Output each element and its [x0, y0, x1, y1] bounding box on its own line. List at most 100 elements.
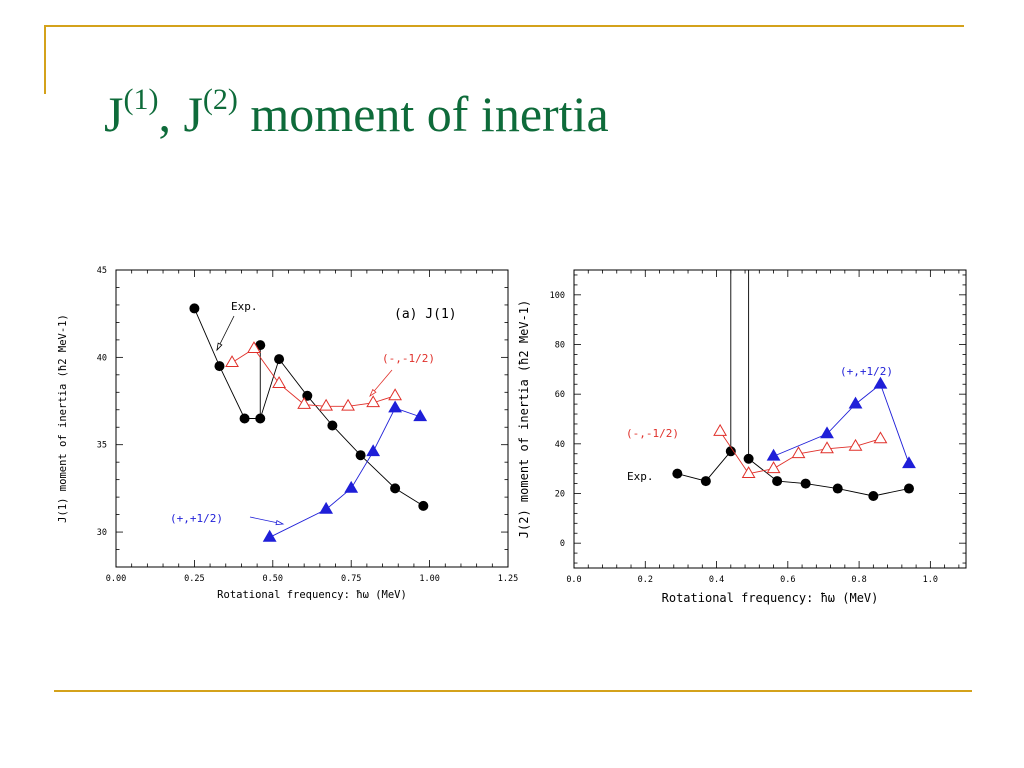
title-j2-superscript: (2): [202, 83, 238, 116]
data-point: [820, 441, 834, 454]
x-tick-label: 0.25: [184, 574, 204, 584]
title-rest: moment of inertia: [237, 86, 609, 142]
series-line: [773, 383, 910, 464]
x-tick-label: 0.8: [851, 575, 866, 585]
data-point: [327, 420, 338, 431]
series-line: [231, 348, 396, 407]
data-point: [848, 396, 863, 409]
annotation-arrow: [249, 516, 284, 525]
left-rule: [44, 25, 46, 94]
annotation-label: (-,-1/2): [382, 352, 435, 365]
annotation-label: Exp.: [231, 300, 258, 313]
data-point: [820, 426, 834, 439]
title-j1: J: [104, 86, 124, 142]
data-point: [700, 476, 711, 487]
series-2-group: [262, 400, 428, 542]
chart-title: (a) J(1): [394, 307, 457, 322]
x-tick-label: 0.0: [566, 575, 581, 585]
y-tick-label: 0: [560, 539, 565, 549]
top-rule: [44, 25, 964, 27]
data-point: [366, 395, 381, 408]
data-point: [713, 423, 728, 436]
data-point: [832, 483, 843, 494]
data-point: [355, 450, 366, 461]
series-line: [719, 431, 881, 475]
data-point: [225, 355, 239, 367]
annotation-arrow: [369, 369, 393, 397]
data-point: [903, 483, 914, 494]
slide-title: J(1), J(2) moment of inertia: [104, 83, 609, 152]
data-point: [247, 341, 261, 354]
y-tick-label: 40: [97, 353, 107, 363]
data-point: [214, 361, 225, 372]
x-tick-label: 0.6: [780, 575, 795, 585]
series-2-group: [766, 376, 916, 469]
y-axis-label: J(2) moment of inertia (ħ2 MeV-1): [517, 300, 531, 538]
annotation-arrowhead: [369, 388, 377, 398]
data-point: [873, 431, 888, 444]
data-point: [274, 354, 285, 365]
x-tick-label: 1.0: [923, 575, 938, 585]
x-axis-label: Rotational frequency: ħω (MeV): [662, 591, 879, 605]
title-j2: , J: [158, 86, 203, 142]
data-point: [344, 480, 359, 493]
annotation-label: (+,+1/2): [170, 512, 223, 525]
series-0-group: [672, 269, 914, 501]
series-line: [269, 407, 421, 538]
data-point: [388, 388, 403, 401]
x-tick-label: 0.75: [341, 574, 361, 584]
data-point: [868, 490, 879, 501]
x-tick-label: 1.25: [498, 574, 518, 584]
y-tick-label: 45: [97, 266, 107, 276]
y-tick-label: 30: [97, 528, 107, 538]
plot-frame: [115, 269, 509, 568]
y-tick-label: 40: [555, 440, 565, 450]
data-point: [848, 438, 863, 451]
data-point: [772, 476, 783, 487]
y-tick-label: 35: [97, 441, 107, 451]
data-point: [239, 413, 250, 424]
data-point: [189, 303, 200, 314]
data-point: [262, 529, 277, 542]
title-j1-superscript: (1): [123, 83, 159, 116]
annotation-arrowhead: [216, 342, 223, 352]
data-point: [388, 400, 403, 413]
data-point: [791, 446, 806, 459]
y-tick-label: 80: [555, 341, 565, 351]
x-axis-label: Rotational frequency: ħω (MeV): [217, 589, 407, 601]
annotation-label: (-,-1/2): [626, 427, 679, 440]
data-point: [902, 456, 916, 469]
series-0-group: [189, 303, 429, 511]
data-point: [800, 478, 811, 489]
data-point: [873, 376, 888, 389]
series-1-group: [225, 341, 403, 411]
data-point: [418, 500, 429, 511]
series-line: [193, 308, 424, 507]
annotation-arrowhead: [275, 519, 285, 526]
chart-1-group: 0.00 0.25 0.50 0.75 1.00 1.25 30 35 40 45 Rotation…: [57, 266, 518, 601]
annotation-label: Exp.: [627, 470, 654, 483]
data-point: [741, 466, 756, 479]
annotation-arrow: [216, 315, 235, 351]
data-point: [255, 413, 266, 424]
data-point: [319, 398, 334, 411]
y-tick-label: 100: [550, 291, 565, 301]
data-point: [297, 397, 312, 409]
annotation-label: (+,+1/2): [840, 365, 893, 378]
x-tick-label: 1.00: [419, 574, 439, 584]
data-point: [390, 483, 401, 494]
data-point: [766, 448, 781, 461]
data-point: [255, 340, 266, 351]
data-point: [319, 501, 334, 514]
y-axis-label: J(1) moment of inertia (ħ2 MeV-1): [57, 314, 69, 523]
y-tick-label: 60: [555, 390, 565, 400]
data-point: [272, 376, 286, 388]
y-tick-label: 20: [555, 490, 565, 500]
series-line: [677, 269, 910, 497]
x-tick-label: 0.00: [106, 574, 126, 584]
data-point: [413, 409, 428, 422]
x-tick-label: 0.2: [638, 575, 653, 585]
data-point: [766, 461, 781, 474]
x-tick-label: 0.4: [709, 575, 724, 585]
data-point: [366, 444, 381, 457]
